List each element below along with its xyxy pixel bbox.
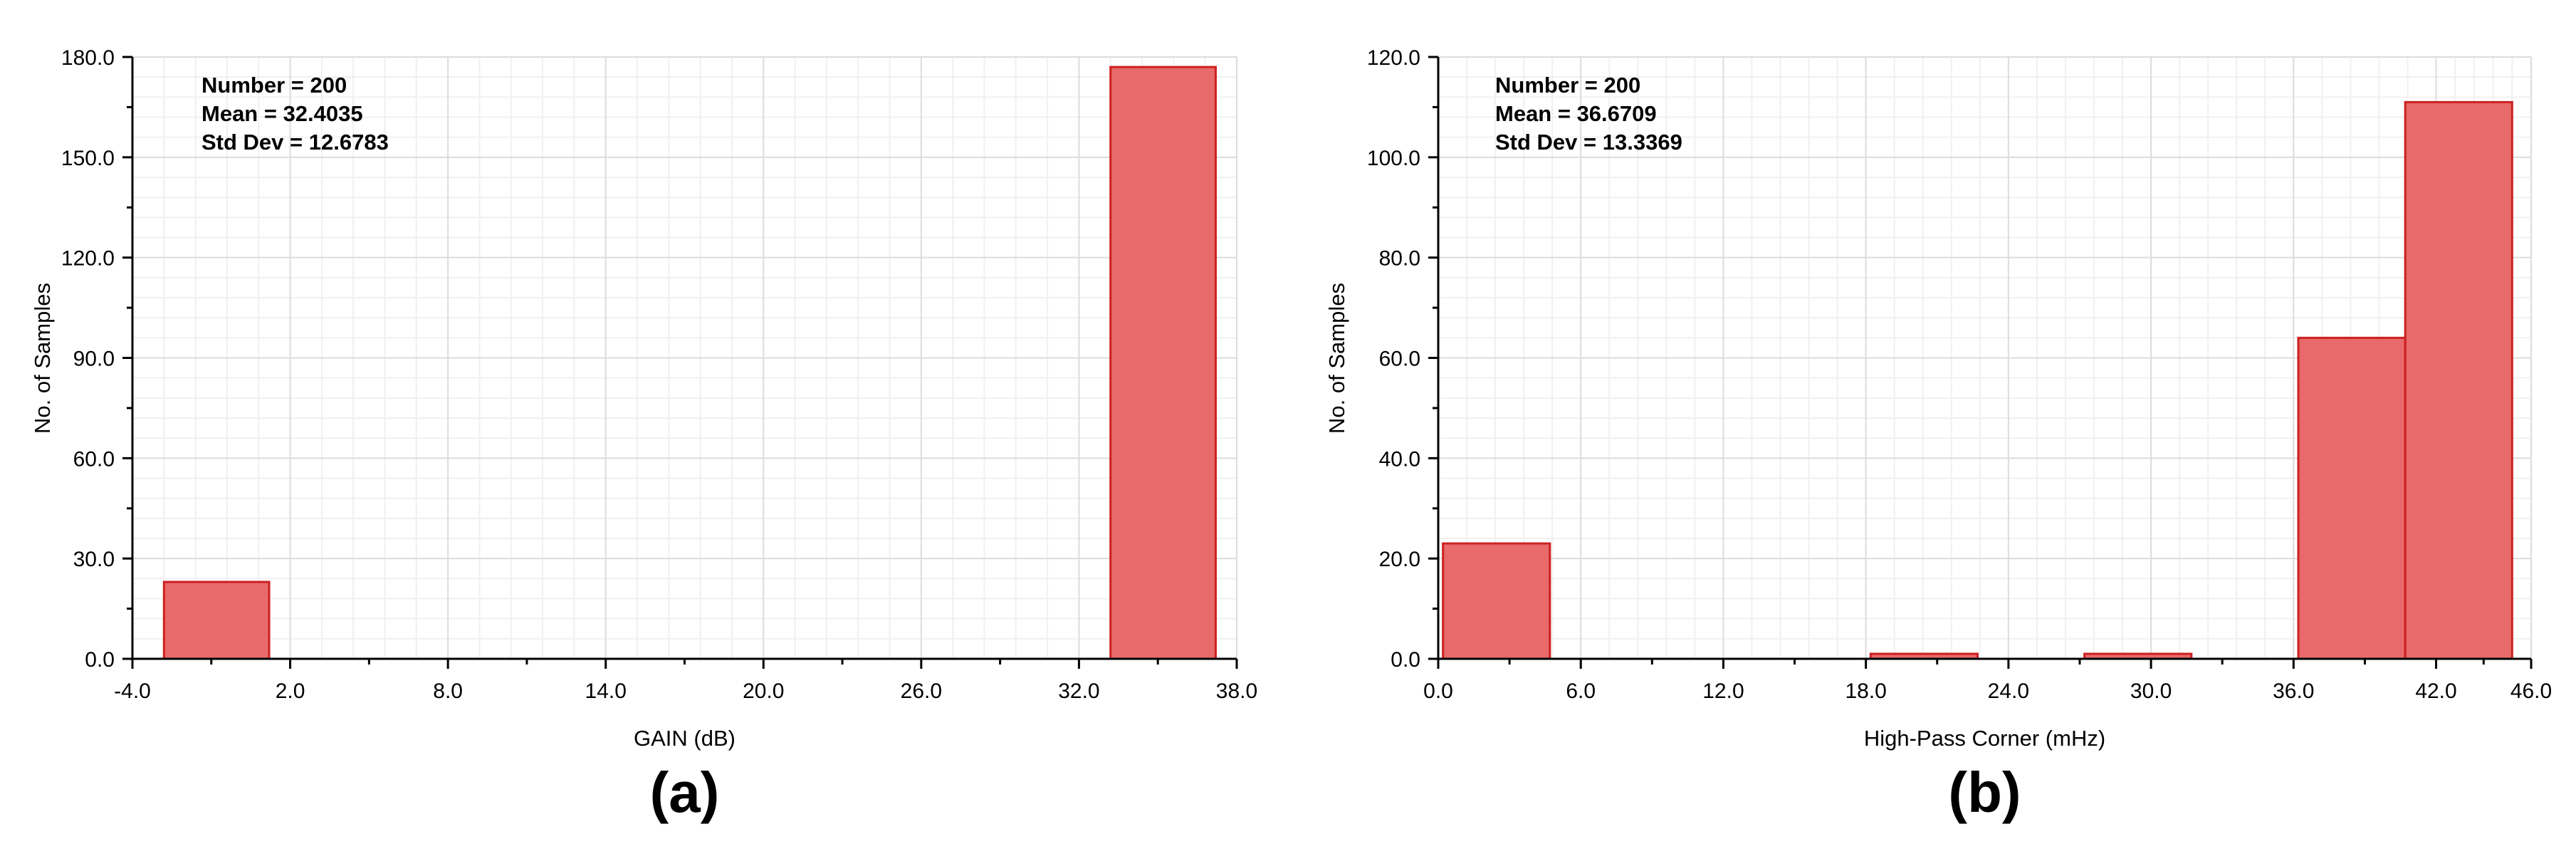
stats-annotation-line: Mean = 36.6709 [1495,101,1657,126]
y-tick-label: 0.0 [85,648,115,672]
y-tick-label: 90.0 [73,348,115,371]
y-tick-label: 20.0 [1379,548,1420,571]
x-tick-label: 46.0 [2510,679,2552,703]
y-tick-label: 80.0 [1379,247,1420,271]
y-axis-title: No. of Samples [1324,283,1349,434]
stats-annotation-line: Mean = 32.4035 [201,101,363,126]
x-tick-label: 24.0 [1988,679,2029,703]
y-tick-label: 30.0 [73,548,115,571]
y-tick-label: 60.0 [1379,348,1420,371]
y-tick-label: 40.0 [1379,447,1420,471]
stats-annotation-line: Std Dev = 12.6783 [201,130,389,155]
y-tick-label: 120.0 [1367,46,1420,70]
x-tick-label: 38.0 [1216,679,1257,703]
x-tick-label: 0.0 [1423,679,1453,703]
x-tick-label: 26.0 [901,679,942,703]
stats-annotation-line: Std Dev = 13.3369 [1495,130,1682,155]
y-tick-label: 120.0 [61,247,115,271]
x-tick-label: 6.0 [1566,679,1596,703]
histogram-bar [162,580,271,660]
panel-label: (a) [650,761,720,824]
x-axis-title: High-Pass Corner (mHz) [1864,726,2105,751]
histogram-bars [1442,100,2513,660]
x-axis-title: GAIN (dB) [634,726,735,751]
panel-label: (b) [1948,761,2021,824]
histogram-panel-b: 0.0 6.0 12.0 18.0 24.0 30.0 36.0 42.0 46.0 0.0 20.… [1324,46,2552,824]
y-tick-label: 60.0 [73,447,115,471]
x-tick-label: 14.0 [585,679,627,703]
x-tick-label: 18.0 [1845,679,1886,703]
histogram-panel-a: -4.0 2.0 8.0 14.0 20.0 26.0 32.0 38.0 0.0 30.0 60.… [30,46,1257,824]
histogram-bars [162,66,1217,660]
histogram-bar [2404,100,2513,660]
x-tick-label: 30.0 [2130,679,2172,703]
x-tick-label: 20.0 [743,679,784,703]
stats-annotation-line: Number = 200 [201,73,347,98]
x-tick-label: -4.0 [114,679,151,703]
y-tick-label: 100.0 [1367,147,1420,170]
y-axis-title: No. of Samples [30,283,55,434]
histogram-bar [1109,66,1217,660]
x-tick-label: 8.0 [433,679,463,703]
histogram-bar [2297,336,2407,660]
y-tick-label: 0.0 [1391,648,1420,672]
x-tick-label: 36.0 [2273,679,2314,703]
x-tick-label: 2.0 [276,679,305,703]
x-tick-label: 32.0 [1058,679,1099,703]
y-tick-label: 150.0 [61,147,115,170]
x-tick-label: 42.0 [2415,679,2456,703]
stats-annotation-line: Number = 200 [1495,73,1640,98]
y-tick-label: 180.0 [61,46,115,70]
histogram-bar [1442,542,1551,660]
x-tick-label: 12.0 [1702,679,1744,703]
